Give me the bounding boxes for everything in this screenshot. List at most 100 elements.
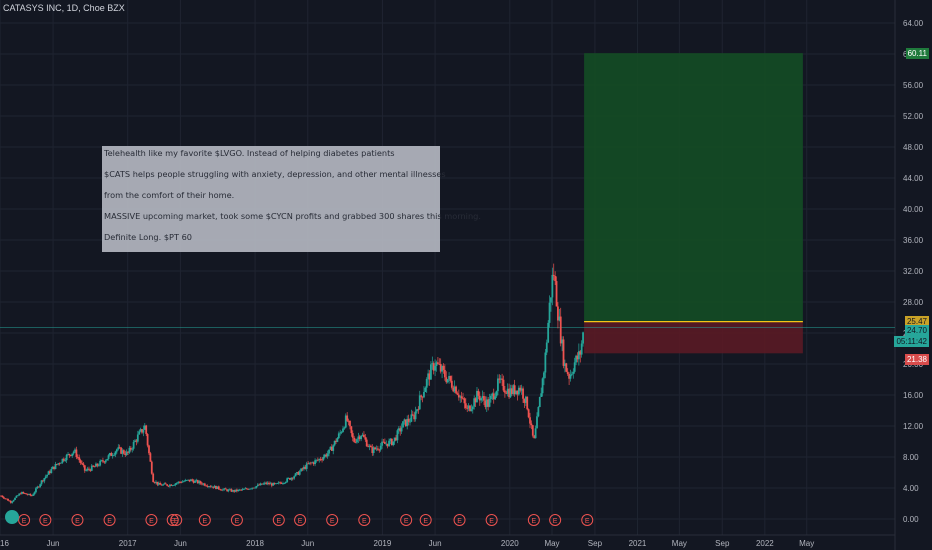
candle-body xyxy=(462,398,464,400)
candle-body xyxy=(159,482,162,485)
candle-body xyxy=(441,365,443,372)
earnings-marker xyxy=(103,514,116,526)
candle-body xyxy=(146,434,149,446)
candle-body xyxy=(131,448,134,450)
earnings-marker xyxy=(400,514,413,526)
y-tick-label: 40.00 xyxy=(903,205,924,214)
candle-body xyxy=(270,483,273,486)
logo-icon xyxy=(5,510,19,524)
candle-body xyxy=(501,378,504,380)
candle-body xyxy=(58,463,61,465)
candle-body xyxy=(544,352,547,373)
candle-body xyxy=(231,490,234,492)
candle-body xyxy=(104,460,107,463)
candle-body xyxy=(498,378,501,380)
candle-body xyxy=(141,429,143,433)
earnings-marker-label: E xyxy=(532,518,537,525)
x-tick-label: 2017 xyxy=(119,539,137,548)
candle-body xyxy=(109,453,111,456)
candle-body xyxy=(192,480,195,483)
x-tick-label: Sep xyxy=(715,539,730,548)
earnings-marker-label: E xyxy=(276,518,281,525)
candle-body xyxy=(217,486,220,490)
candle-body xyxy=(298,471,301,475)
x-tick-label: Sep xyxy=(588,539,603,548)
candle-body xyxy=(296,472,298,474)
candle-body xyxy=(435,362,438,367)
candle-body xyxy=(513,385,516,395)
candle-body xyxy=(86,468,89,471)
candle-body xyxy=(314,460,316,465)
candle-body xyxy=(68,453,71,456)
candle-body xyxy=(1,495,4,498)
candle-body xyxy=(286,478,289,482)
candle-body xyxy=(213,485,216,488)
candle-body xyxy=(446,379,449,383)
candle-body xyxy=(487,399,490,407)
candle-body xyxy=(303,466,305,470)
candle-body xyxy=(407,418,410,422)
candle-body xyxy=(357,436,360,440)
candle-body xyxy=(14,497,16,500)
candle-body xyxy=(442,365,445,370)
candle-body xyxy=(492,393,495,400)
candle-body xyxy=(420,395,423,397)
candle-body xyxy=(132,441,135,449)
x-tick-label: 2019 xyxy=(374,539,392,548)
y-tick-label: 0.00 xyxy=(903,515,919,524)
candle-body xyxy=(527,409,530,418)
candle-body xyxy=(353,437,356,442)
earnings-marker xyxy=(453,514,466,526)
x-tick-label: 2020 xyxy=(501,539,519,548)
candle-body xyxy=(189,479,192,482)
candle-body xyxy=(241,489,244,490)
earnings-marker xyxy=(419,514,432,526)
candle-body xyxy=(181,481,184,483)
candle-body xyxy=(386,443,389,447)
annotation-note[interactable]: Telehealth like my favorite $LVGO. Inste… xyxy=(102,146,481,252)
earnings-marker-label: E xyxy=(149,518,154,525)
candle-body xyxy=(234,489,237,492)
earnings-marker xyxy=(71,514,84,526)
earnings-marker xyxy=(39,514,52,526)
candle-body xyxy=(538,396,541,408)
candle-body xyxy=(284,481,287,483)
candle-body xyxy=(555,281,558,307)
candle-body xyxy=(25,493,28,495)
candle-body xyxy=(466,408,469,409)
candle-body xyxy=(512,385,515,394)
candle-body xyxy=(558,316,561,321)
candle-body xyxy=(125,451,128,456)
candle-body xyxy=(395,437,397,441)
candle-body xyxy=(256,484,259,487)
x-tick-label: Jun xyxy=(301,539,314,548)
candle-body xyxy=(8,500,11,502)
candle-body xyxy=(390,438,393,446)
candle-body xyxy=(262,483,265,485)
candle-body xyxy=(177,481,180,483)
candle-body xyxy=(503,390,506,393)
candle-body xyxy=(143,425,146,430)
candle-body xyxy=(318,458,321,461)
candle-body xyxy=(469,405,471,411)
candle-body xyxy=(484,400,487,408)
x-tick-label: May xyxy=(799,539,814,548)
candle-body xyxy=(579,351,582,355)
candle-body xyxy=(182,481,185,483)
candle-body xyxy=(570,373,573,375)
earnings-marker-label: E xyxy=(553,518,558,525)
candle-body xyxy=(397,428,400,431)
candle-body xyxy=(505,392,508,394)
candle-body xyxy=(54,463,57,470)
candle-body xyxy=(509,388,512,398)
candle-body xyxy=(393,437,396,442)
candle-body xyxy=(222,489,224,491)
candle-body xyxy=(379,445,382,450)
y-tick-label: 32.00 xyxy=(903,267,924,276)
candle-body xyxy=(360,435,363,440)
candle-body xyxy=(488,399,491,407)
candle-body xyxy=(406,418,409,427)
candle-body xyxy=(134,440,136,442)
x-tick-label: May xyxy=(544,539,559,548)
